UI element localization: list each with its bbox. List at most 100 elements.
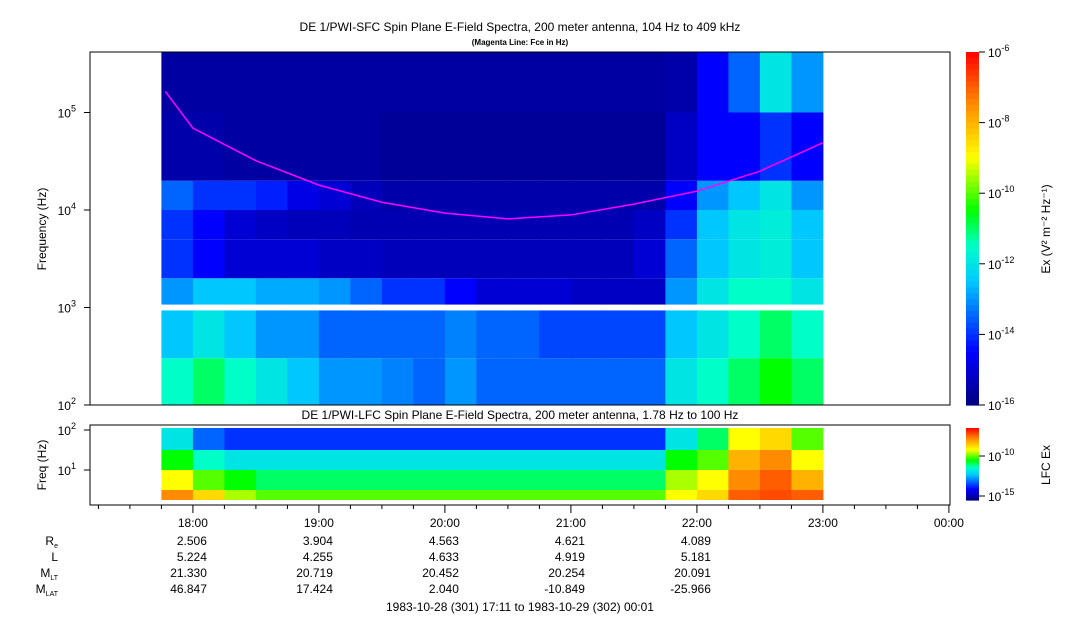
lfc-spectrogram-cell [539, 490, 572, 500]
sfc-colorbar-swatch [966, 204, 979, 212]
sfc-colorbar-swatch [966, 399, 979, 406]
sfc-spectrogram-cell [255, 180, 288, 210]
sfc-colorbar-swatch [966, 234, 979, 241]
sfc-colorbar-swatch [966, 340, 979, 347]
sfc-colorbar-swatch [966, 99, 979, 106]
sfc-colorbar-swatch [966, 57, 979, 65]
sfc-spectrogram-cell [476, 310, 509, 359]
sfc-spectrogram-cell [602, 210, 635, 240]
lfc-title: DE 1/PWI-LFC Spin Plane E-Field Spectra,… [302, 408, 739, 422]
lfc-spectrogram-cell [287, 450, 320, 470]
sfc-colorbar-swatch [966, 387, 979, 394]
lfc-spectrogram-cell [570, 470, 603, 490]
sfc-colorbar-swatch [966, 81, 979, 88]
sfc-colorbar-swatch [966, 122, 979, 130]
sfc-spectrogram-cell [791, 52, 824, 113]
sfc-colorbar-swatch [966, 299, 979, 306]
sfc-colorbar-swatch [966, 134, 979, 141]
lfc-colorbar-swatch [966, 495, 979, 497]
lfc-colorbar-swatch [966, 486, 979, 489]
sfc-colorbar-swatch [966, 110, 979, 118]
sfc-spectrogram-cell [759, 278, 792, 305]
sfc-colorbar-swatch [966, 216, 979, 224]
sfc-spectrogram-cell [287, 239, 320, 279]
sfc-spectrogram-cell [633, 310, 666, 359]
sfc-spectrogram-cell [791, 112, 824, 181]
x-tick-label: 22:00 [682, 516, 712, 530]
sfc-spectrogram-cell [665, 358, 698, 405]
sfc-spectrogram-cell [633, 210, 666, 240]
sfc-spectrogram-cell [413, 52, 446, 113]
sfc-spectrogram-cell [444, 239, 477, 279]
sfc-colorbar-swatch [966, 304, 979, 312]
sfc-spectrogram-cell [507, 239, 540, 279]
sfc-colorbar-swatch [966, 75, 979, 83]
sfc-spectrogram-cell [318, 310, 351, 359]
lfc-spectrogram-cell [413, 428, 446, 450]
lfc-spectrogram-cell [476, 470, 509, 490]
sfc-colorbar-swatch [966, 163, 979, 171]
sfc-spectrogram-cell [570, 278, 603, 305]
lfc-spectrogram-cell [633, 450, 666, 470]
lfc-spectrogram-cell [570, 450, 603, 470]
ephemeris-value: 21.330 [170, 566, 207, 580]
sfc-spectrogram-cell [539, 310, 572, 359]
sfc-spectrogram-cell [633, 180, 666, 210]
lfc-spectrogram-cell [161, 450, 194, 470]
sfc-spectrogram-cell [759, 210, 792, 240]
sfc-spectrogram-cell [350, 112, 383, 181]
lfc-spectrogram-cell [224, 450, 257, 470]
sfc-spectrogram-cell [665, 210, 698, 240]
lfc-spectrogram-cell [696, 470, 729, 490]
sfc-colorbar-swatch [966, 246, 979, 253]
sfc-spectrogram-cell [696, 112, 729, 181]
lfc-colorbar-swatch [966, 440, 979, 442]
sfc-colorbar-swatch [966, 63, 979, 71]
lfc-spectrogram-cell [759, 490, 792, 500]
lfc-colorbar-swatch [966, 438, 979, 441]
lfc-spectrogram-cell [413, 450, 446, 470]
sfc-spectrogram-cell [224, 210, 257, 240]
sfc-spectrogram-cell [791, 180, 824, 210]
sfc-spectrogram-cell [570, 112, 603, 181]
lfc-colorbar-swatch [966, 467, 979, 470]
sfc-colorbar-label: Ex (V² m⁻² Hz⁻¹) [1039, 184, 1053, 273]
lfc-spectrogram-cell [539, 470, 572, 490]
sfc-spectrogram-cell [728, 180, 761, 210]
lfc-colorbar-swatch [966, 471, 979, 473]
lfc-colorbar-swatch [966, 429, 979, 431]
sfc-colorbar-swatch [966, 381, 979, 388]
sfc-spectrogram-cell [539, 358, 572, 405]
sfc-ylabel: Frequency (Hz) [35, 188, 49, 271]
lfc-spectrogram-cell [602, 490, 635, 500]
lfc-spectrogram-cell [633, 490, 666, 500]
lfc-colorbar-swatch [966, 456, 979, 459]
ephemeris-value: -25.966 [670, 582, 711, 596]
sfc-spectrogram-cell [287, 278, 320, 305]
sfc-colorbar-swatch [966, 140, 979, 147]
lfc-colorbar-swatch [966, 470, 979, 472]
lfc-spectrogram-cell [507, 490, 540, 500]
sfc-colorbar-swatch [966, 52, 979, 59]
ephemeris-row-label: L [51, 550, 58, 564]
sfc-spectrogram-cell [444, 358, 477, 405]
sfc-ytick-label: 105 [58, 104, 76, 121]
ephemeris-value: 4.563 [429, 534, 459, 548]
sfc-spectrogram-cell [161, 278, 194, 305]
sfc-spectrogram-cell [539, 278, 572, 305]
lfc-colorbar-swatch [966, 494, 979, 496]
sfc-spectrogram-cell [759, 112, 792, 181]
lfc-colorbar-swatch [966, 435, 979, 437]
sfc-spectrogram-cell [192, 210, 225, 240]
lfc-spectrogram-cell [539, 450, 572, 470]
sfc-colorbar-swatch [966, 257, 979, 265]
lfc-colorbar-swatch [966, 437, 979, 440]
lfc-spectrogram-cell [413, 470, 446, 490]
sfc-spectrogram-cell [413, 358, 446, 405]
lfc-colorbar-swatch [966, 428, 979, 430]
lfc-spectrogram-cell [444, 490, 477, 500]
lfc-colorbar-swatch [966, 491, 979, 494]
lfc-spectrogram-cell [570, 428, 603, 450]
sfc-spectrogram-cell [665, 112, 698, 181]
sfc-spectrogram-cell [287, 112, 320, 181]
